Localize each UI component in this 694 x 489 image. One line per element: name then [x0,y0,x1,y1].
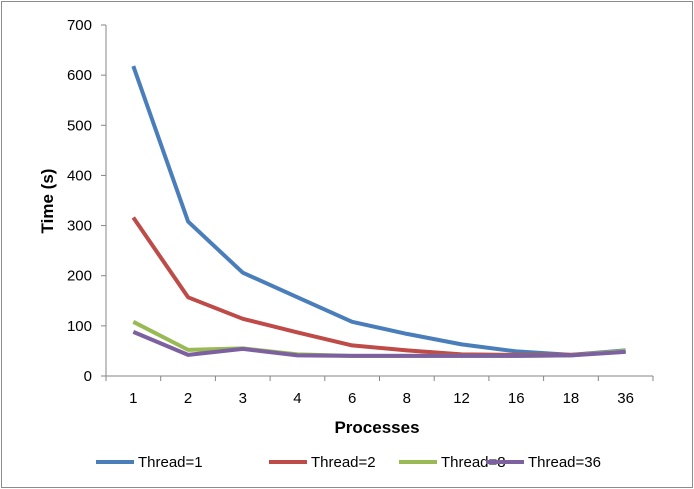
legend-label-3: Thread=8 [441,454,506,471]
y-tick-label: 400 [67,167,92,184]
y-tick-label: 100 [67,318,92,335]
x-tick-label: 3 [239,390,247,407]
y-tick-label: 600 [67,67,92,84]
x-tick-label: 36 [617,390,634,407]
legend-label-4: Thread=36 [528,454,601,471]
x-tick-label: 6 [348,390,356,407]
y-axis-title: Time (s) [38,169,57,234]
x-tick-label: 2 [184,390,192,407]
x-tick-label: 12 [453,390,470,407]
series-line-1 [131,65,626,357]
legend-label-2: Thread=2 [311,454,376,471]
y-tick-label: 0 [84,368,92,385]
y-tick-label: 300 [67,218,92,235]
x-tick-label: 8 [403,390,411,407]
y-tick-label: 500 [67,117,92,134]
series-lines [131,65,626,358]
x-tick-label: 18 [563,390,580,407]
y-tick-label: 200 [67,268,92,285]
y-tick-label: 700 [67,17,92,34]
legend: Thread=1 Thread=2 Thread=8 Thread=36 [96,454,601,471]
y-axis-ticks: 0 100 200 300 400 500 600 700 [67,17,106,385]
x-tick-label: 4 [293,390,301,407]
x-axis-title: Processes [334,418,419,437]
legend-label-1: Thread=1 [138,454,203,471]
series-line-4 [132,330,626,358]
x-tick-label: 16 [508,390,525,407]
x-tick-label: 1 [129,390,137,407]
x-axis-ticks: 1 2 3 4 6 8 12 16 18 36 [105,376,654,407]
